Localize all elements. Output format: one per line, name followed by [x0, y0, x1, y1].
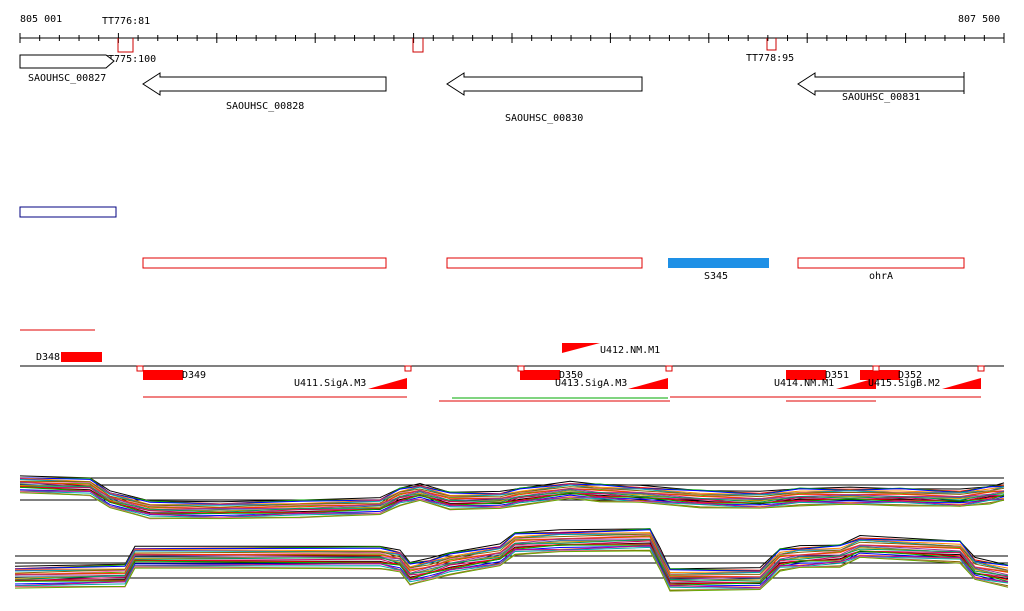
ruler-start-label: 805 001: [20, 14, 62, 25]
promoter-u415-wedge[interactable]: [942, 378, 981, 389]
dnase-d349-bar[interactable]: [143, 370, 183, 380]
promoter-u415-label: U415.SigB.M2: [868, 378, 940, 389]
terminator-tt778[interactable]: [766, 38, 777, 51]
dnase-d352-bar[interactable]: [860, 370, 900, 380]
dnase-d351-label: D351: [825, 370, 849, 381]
terminators-track: TT776:81 TT775:100 TT778:95: [102, 16, 794, 65]
dnase-d349-label: D349: [182, 370, 206, 381]
profile-line: [14, 544, 1009, 586]
profile-line: [14, 550, 1009, 592]
profile-line: [14, 540, 1009, 584]
promoter-u413-label: U413.SigA.M3: [555, 378, 627, 389]
profile-line: [14, 545, 1009, 587]
profile-bottom-lines: [14, 528, 1009, 592]
profile-line: [14, 544, 1009, 589]
gene-label-00828: SAOUHSC_00828: [226, 101, 304, 112]
promoter-u413-wedge[interactable]: [628, 378, 668, 389]
terminator-label-tt775: TT775:100: [102, 54, 156, 65]
site-marker: [517, 365, 525, 372]
s345-box[interactable]: [668, 258, 769, 268]
terminator-small[interactable]: [412, 38, 424, 53]
dnase-d352-label: D352: [898, 370, 922, 381]
site-marker: [404, 365, 412, 372]
ruler-ticks: [19, 33, 1005, 43]
region-box-00828[interactable]: [142, 257, 387, 269]
region-box-00830[interactable]: [446, 257, 643, 269]
gene-arrow-00831[interactable]: [797, 72, 965, 96]
profile-line: [14, 528, 1009, 570]
site-marker: [872, 365, 880, 372]
profile-line: [20, 490, 1005, 518]
gene-label-00831: SAOUHSC_00831: [842, 92, 920, 103]
promoter-u412-flag[interactable]: [562, 343, 600, 366]
gene-arrow-00827[interactable]: [19, 54, 115, 69]
ruler-end-label: 807 500: [958, 14, 1000, 25]
expression-profile-bottom: [14, 528, 1009, 592]
profile-line: [19, 490, 1005, 518]
profile-line: [14, 534, 1009, 578]
promoter-u411-label: U411.SigA.M3: [294, 378, 366, 389]
profile-line: [19, 477, 1005, 506]
profile-line: [14, 536, 1009, 578]
dnase-d350-label: D350: [559, 370, 583, 381]
gene-arrow-00830[interactable]: [446, 72, 643, 96]
ohra-label: ohrA: [869, 271, 893, 282]
blue-region-box[interactable]: [19, 206, 117, 218]
genes-track: SAOUHSC_00827 SAOUHSC_00828 SAOUHSC_0083…: [19, 54, 965, 124]
terminator-label-tt778: TT778:95: [746, 53, 794, 64]
site-marker: [977, 365, 985, 372]
profile-line: [14, 529, 1009, 572]
profile-line: [14, 543, 1009, 585]
profile-line: [14, 546, 1009, 590]
site-marker: [136, 365, 144, 372]
profile-line: [19, 477, 1005, 505]
profile-line: [19, 485, 1005, 513]
regions-track: S345 ohrA: [19, 206, 965, 282]
profile-top-lines: [19, 475, 1005, 520]
expression-profile-top: [19, 475, 1005, 520]
promoter-u411-wedge[interactable]: [368, 378, 407, 389]
dnase-d348-label: D348: [36, 352, 60, 363]
profile-line: [14, 532, 1009, 574]
dnase-d348-bar[interactable]: [61, 352, 102, 362]
profile-line: [14, 533, 1009, 575]
profile-line: [14, 538, 1009, 582]
profile-line: [19, 481, 1005, 509]
promoter-u414-label: U414.NM.M1: [774, 378, 834, 389]
gene-label-00830: SAOUHSC_00830: [505, 113, 583, 124]
dnase-d351-bar[interactable]: [786, 370, 826, 380]
terminator-label-tt776: TT776:81: [102, 16, 150, 27]
ruler: 805 001 807 500: [19, 14, 1005, 43]
gene-arrow-00828[interactable]: [142, 72, 387, 96]
dnase-promoter-track: D348 D349 D350 D351 D352 U412.NM.M1 U411…: [20, 329, 1004, 402]
terminator-tt776[interactable]: [117, 38, 134, 53]
profile-line: [14, 533, 1009, 575]
region-box-ohra[interactable]: [797, 257, 965, 269]
gene-label-00827: SAOUHSC_00827: [28, 73, 106, 84]
profile-line: [19, 492, 1005, 520]
site-marker: [665, 365, 673, 372]
s345-label: S345: [704, 271, 728, 282]
profile-line: [14, 538, 1009, 580]
promoter-u414-wedge[interactable]: [836, 378, 876, 389]
dnase-d350-bar[interactable]: [520, 370, 560, 380]
promoter-u412-label: U412.NM.M1: [600, 345, 660, 356]
